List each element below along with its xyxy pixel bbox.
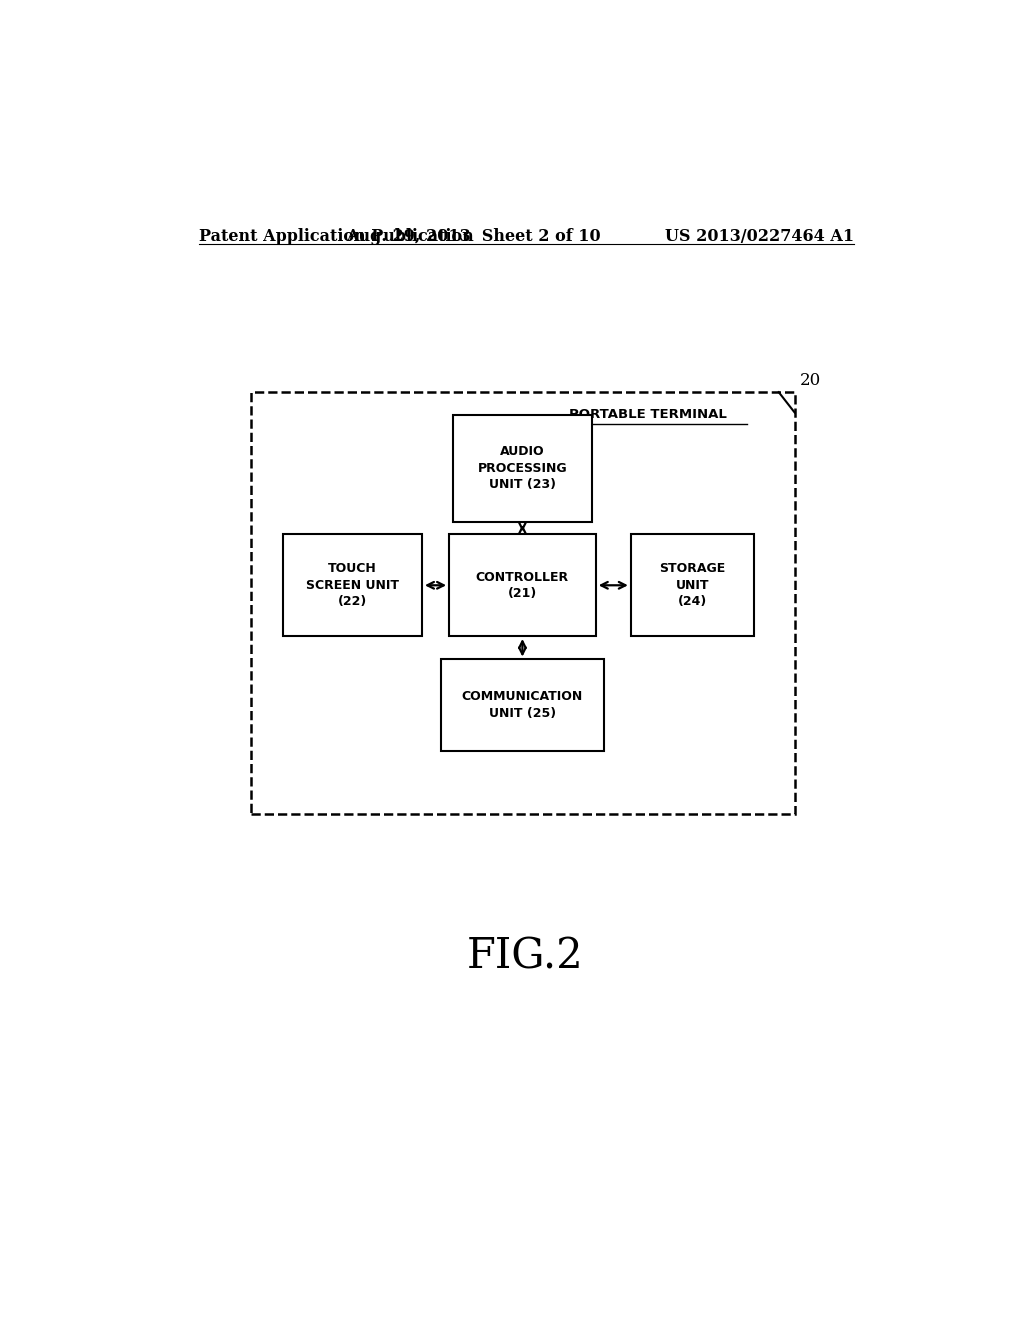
Bar (284, 535, 422, 636)
Text: TOUCH
SCREEN UNIT
(22): TOUCH SCREEN UNIT (22) (306, 562, 399, 609)
Text: STORAGE
UNIT
(24): STORAGE UNIT (24) (659, 562, 725, 609)
Text: AUDIO
PROCESSING
UNIT (23): AUDIO PROCESSING UNIT (23) (477, 445, 567, 491)
Text: Aug. 29, 2013  Sheet 2 of 10: Aug. 29, 2013 Sheet 2 of 10 (346, 227, 600, 244)
Bar (441, 660, 604, 751)
Text: FIG.2: FIG.2 (466, 936, 584, 977)
Bar (251, 392, 795, 814)
Text: COMMUNICATION
UNIT (25): COMMUNICATION UNIT (25) (462, 690, 583, 719)
Text: Patent Application Publication: Patent Application Publication (200, 227, 474, 244)
Bar (453, 414, 592, 521)
Text: CONTROLLER
(21): CONTROLLER (21) (476, 570, 569, 601)
Text: 20: 20 (800, 372, 821, 389)
Bar (449, 535, 596, 636)
Bar (631, 535, 754, 636)
Text: US 2013/0227464 A1: US 2013/0227464 A1 (665, 227, 854, 244)
Text: PORTABLE TERMINAL: PORTABLE TERMINAL (569, 408, 727, 421)
